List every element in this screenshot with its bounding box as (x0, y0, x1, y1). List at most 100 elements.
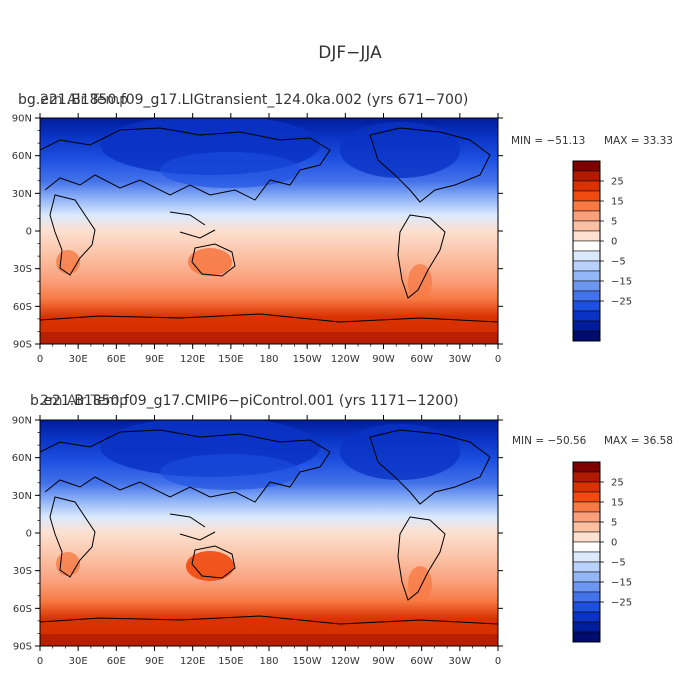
panel-1-lon-tick-label: 150W (293, 354, 322, 365)
panel-2-lon-tick-label: 180 (259, 656, 278, 667)
panel-1-field (40, 118, 498, 344)
panel-1-lon-tick-label: 180 (259, 354, 278, 365)
panel-1-colorbar-swatch (572, 200, 601, 212)
panel-2-lon-tick-label: 30W (449, 656, 472, 667)
panel-1-colorbar-swatch (572, 220, 601, 232)
panel-1-lat-tick-label: 90N (12, 114, 32, 125)
panel-1-case-name: bg.e21.B1850.f09_g17.LIGtransient_124.0k… (18, 92, 468, 108)
panel-1-lon-tick-label: 90E (145, 354, 164, 365)
panel-2-lon-tick-label: 90W (372, 656, 395, 667)
panel-2-lon-tick-label: 0 (495, 656, 501, 667)
panel-2-min-label: MIN = −50.56 (512, 435, 587, 447)
panel-2-lon-tick-label: 120E (180, 656, 205, 667)
panel-1-lon-tick-label: 120E (180, 354, 205, 365)
panel-2-lon-tick-label: 30E (69, 656, 88, 667)
panel-1-colorbar-swatch (572, 300, 601, 312)
panel-2-lon-tick-label: 0 (37, 656, 43, 667)
panel-2-lon-tick-label: 150E (218, 656, 243, 667)
panel-2-colorbar-label: −25 (611, 598, 632, 609)
panel-1-colorbar-swatch (572, 240, 601, 252)
panel-2-colorbar-swatch (572, 541, 601, 553)
panel-2-lon-tick-label: 60E (107, 656, 126, 667)
panel-2-colorbar-swatch (572, 521, 601, 533)
panel-1-colorbar-swatch (572, 170, 601, 182)
panel-1-lat-tick-label: 0 (26, 227, 32, 238)
panel-1-colorbar-swatch (572, 270, 601, 282)
panel-2-lat-tick-label: 60N (12, 453, 32, 464)
panel-2-colorbar-swatch (572, 511, 601, 523)
panel-1-colorbar-swatch (572, 330, 601, 342)
panel-2-lat-tick-label: 30S (13, 566, 32, 577)
panel-1-lat-tick-label: 90S (13, 340, 32, 351)
panel-2-lat-tick-label: 90N (12, 416, 32, 427)
panel-2-axes: 90N 60N 30N 0 30S 60S 90S 0 30E 60E 90E 120E 150E 180… (12, 415, 503, 667)
panel-2-colorbar-label: −15 (611, 578, 632, 589)
panel-2-colorbar-swatch (572, 631, 601, 643)
panel-2-max-label: MAX = 36.58 (604, 435, 673, 447)
panel-1-colorbar-label: 25 (611, 177, 624, 188)
panel-1-lon-tick-label: 150E (218, 354, 243, 365)
panel-2-coastlines (40, 429, 498, 625)
panel-2-colorbar-swatch (572, 611, 601, 623)
panel-2-lon-tick-label: 90E (145, 656, 164, 667)
panel-1-colorbar-swatch (572, 260, 601, 272)
panel-1-lon-tick-label: 90W (372, 354, 395, 365)
panel-2-lon-tick-label: 60W (410, 656, 433, 667)
panel-2-colorbar-swatch (572, 571, 601, 583)
panel-2-case-name: b.e21.B1850.f09_g17.CMIP6−piControl.001 … (30, 393, 459, 409)
panel-2-colorbar-swatch (572, 591, 601, 603)
panel-2-lat-tick-label: 60S (13, 604, 32, 615)
panel-2-colorbar-swatch (572, 491, 601, 503)
figure-title: DJF−JJA (318, 43, 382, 63)
panel-1-lon-tick-label: 30W (449, 354, 472, 365)
panel-1-colorbar-label: 5 (611, 217, 617, 228)
panel-2-colorbar-swatch (572, 561, 601, 573)
panel-2-colorbar-swatch (572, 531, 601, 543)
panel-2-lat-tick-label: 90S (13, 642, 32, 653)
panel-2-colorbar-swatch (572, 461, 601, 473)
map-panel-1: bg.e21.B1850.f09_g17.LIGtransient_124.0k… (12, 92, 673, 365)
panel-2-lon-tick-label: 120W (331, 656, 360, 667)
panel-1-lat-tick-label: 30N (12, 189, 32, 200)
panel-1-colorbar-label: 15 (611, 197, 624, 208)
panel-2-colorbar-swatch (572, 581, 601, 593)
panel-2-lon-tick-label: 150W (293, 656, 322, 667)
panel-1-colorbar-swatch (572, 180, 601, 192)
panel-2-overlay-label: 2m Air Temp (40, 393, 128, 409)
panel-1-colorbar-label: −15 (611, 277, 632, 288)
panel-2-colorbar-label: −5 (611, 558, 626, 569)
panel-1-lon-tick-label: 30E (69, 354, 88, 365)
panel-2-lat-tick-label: 30N (12, 491, 32, 502)
panel-1-lon-tick-label: 0 (495, 354, 501, 365)
panel-1-lon-tick-label: 120W (331, 354, 360, 365)
panel-1-lon-tick-label: 60E (107, 354, 126, 365)
panel-2-colorbar-swatch (572, 621, 601, 633)
panel-2-colorbar-swatch (572, 601, 601, 613)
panel-1-lon-tick-label: 0 (37, 354, 43, 365)
panel-1-colorbar-swatch (572, 160, 601, 172)
panel-2-colorbar-swatch (572, 471, 601, 483)
panel-2-colorbar: 25 15 5 0 −5 −15 −25 (572, 461, 632, 643)
panel-1-colorbar-swatch (572, 190, 601, 202)
panel-1-colorbar-swatch (572, 320, 601, 332)
panel-1-colorbar: 25 15 5 0 −5 −15 −25 (572, 160, 632, 342)
panel-1-lon-tick-label: 60W (410, 354, 433, 365)
panel-1-colorbar-label: −25 (611, 297, 632, 308)
panel-2-colorbar-swatch (572, 501, 601, 513)
panel-1-colorbar-swatch (572, 210, 601, 222)
panel-1-max-label: MAX = 33.33 (604, 135, 673, 147)
panel-2-colorbar-swatch (572, 551, 601, 563)
panel-2-lat-tick-label: 0 (26, 529, 32, 540)
panel-1-min-label: MIN = −51.13 (511, 135, 585, 147)
panel-1-coastlines (40, 127, 498, 323)
panel-1-colorbar-swatch (572, 280, 601, 292)
panel-1-colorbar-label: −5 (611, 257, 626, 268)
panel-1-lat-tick-label: 60N (12, 151, 32, 162)
panel-1-colorbar-swatch (572, 310, 601, 322)
map-panel-2: b.e21.B1850.f09_g17.CMIP6−piControl.001 … (12, 393, 673, 667)
panel-2-colorbar-label: 25 (611, 478, 624, 489)
panel-1-colorbar-swatch (572, 230, 601, 242)
panel-2-colorbar-label: 5 (611, 518, 617, 529)
panel-1-colorbar-label: 0 (611, 237, 617, 248)
